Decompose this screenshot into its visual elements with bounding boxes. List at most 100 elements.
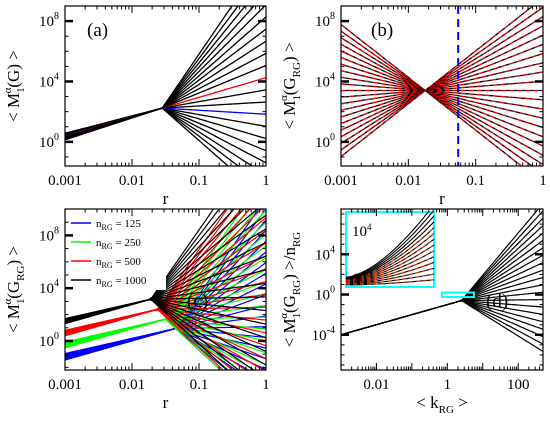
panel-label: (c)	[187, 291, 208, 312]
series-line-dashed	[341, 71, 543, 105]
series-line-dashed	[341, 25, 543, 138]
panel-label: (b)	[371, 20, 393, 41]
inset-series-dashed	[346, 238, 434, 282]
plot-area	[65, 6, 266, 166]
x-tick-label: 1	[262, 377, 270, 393]
inset-series-dashed	[346, 244, 434, 282]
panel-a: 0.001 0.01 0.1 1 100 104 108 r < M1α(G) > (a)	[2, 5, 270, 208]
series-line-dashed	[341, 6, 534, 158]
series-line-dashed	[341, 53, 543, 118]
y-tick-label: 10-4	[312, 325, 335, 344]
series-line	[65, 209, 228, 337]
series-line-dashed	[341, 6, 543, 151]
legend-entry: nRG = 125	[96, 218, 141, 232]
plot-area	[341, 6, 543, 166]
inset-series-dashed	[346, 279, 434, 286]
legend-entry: nRG = 1000	[96, 275, 147, 289]
x-axis-label: r	[439, 189, 445, 208]
y-axis-label: < M1α(GRG) >	[2, 246, 27, 333]
y-tick-label: 104	[39, 71, 59, 90]
legend-entry: nRG = 500	[96, 256, 141, 270]
series-line	[65, 6, 233, 141]
inset-series-dashed	[346, 273, 434, 285]
panel-label: (d)	[486, 291, 508, 312]
inset-series-line	[346, 212, 429, 278]
series-line-dashed	[341, 50, 543, 147]
x-tick-label: 0.1	[466, 173, 485, 189]
inset-series-dashed	[346, 227, 434, 281]
zoom-region-marker	[441, 291, 475, 299]
series-line-dashed	[341, 83, 543, 101]
panel-c: nRG = 125 nRG = 250 nRG = 500 nRG = 1000 0.0…	[2, 208, 270, 412]
x-tick-label: 1	[539, 173, 547, 189]
y-tick-label: 104	[315, 71, 335, 90]
panel-b: 0.001 0.01 0.1 1 100 104 108 r < M1α(GRG) > (b)	[278, 5, 547, 208]
plot-area	[341, 209, 543, 352]
series-line	[65, 107, 230, 166]
y-axis-label: < M1α(GRG) >	[278, 43, 303, 130]
series-line-dashed	[341, 76, 543, 110]
x-axis-label: r	[163, 189, 169, 208]
series-line-dashed	[341, 70, 543, 119]
x-tick-label: 1	[444, 377, 452, 393]
inset-series-dashed	[346, 250, 434, 283]
x-tick-label: 0.1	[190, 173, 209, 189]
y-axis-label: < M1α(G) >	[2, 50, 27, 122]
y-tick-label: 104	[315, 244, 335, 263]
x-tick-label: 0.001	[48, 377, 82, 393]
series-line	[341, 37, 543, 166]
series-line-dashed	[341, 63, 543, 129]
x-tick-label: 0.01	[363, 377, 389, 393]
inset-series-line	[346, 215, 434, 279]
y-tick-label: 108	[39, 225, 59, 244]
inset-y-tick-label: 104	[352, 222, 372, 240]
inset-series-dashed	[346, 267, 434, 285]
series-line-dashed	[341, 80, 543, 98]
plot-frame	[64, 208, 267, 371]
y-tick-label: 100	[39, 331, 59, 350]
plot-frame	[64, 5, 267, 167]
inset-series-line	[346, 221, 434, 280]
x-tick-label: 1	[262, 173, 270, 189]
y-tick-label: 100	[315, 285, 335, 304]
series-line	[341, 300, 543, 345]
y-tick-label: 108	[39, 11, 59, 30]
y-tick-label: 104	[39, 278, 59, 297]
series-line	[341, 209, 540, 336]
y-tick-label: 100	[315, 132, 335, 151]
series-line-dashed	[341, 30, 534, 166]
x-tick-label: 0.01	[119, 173, 145, 189]
x-tick-label: 100	[507, 377, 530, 393]
inset-series-line	[346, 212, 434, 279]
panel-label: (a)	[87, 20, 108, 41]
series-line-dashed	[341, 34, 543, 131]
x-tick-label: 0.01	[119, 377, 145, 393]
series-line	[65, 107, 266, 137]
x-tick-label: 0.001	[48, 173, 82, 189]
legend: nRG = 125 nRG = 250 nRG = 500 nRG = 1000	[66, 210, 166, 290]
x-axis-label: r	[163, 393, 169, 412]
inset-plot: 104 100	[345, 211, 435, 288]
series-line-dashed	[341, 62, 543, 111]
x-axis-label: < kRG >	[416, 393, 467, 416]
series-line	[65, 107, 266, 164]
plot-frame	[340, 5, 544, 167]
inset-series-dashed	[346, 256, 434, 284]
inset-y-tick-label: 100	[352, 269, 372, 287]
series-line	[65, 40, 266, 139]
inset-series-dashed	[346, 261, 434, 284]
y-axis-label: < M1α(GRG) >/nRG	[278, 232, 303, 348]
y-tick-label: 100	[39, 132, 59, 151]
y-tick-label: 108	[315, 11, 335, 30]
series-line-dashed	[341, 56, 543, 138]
inset-series-dashed	[346, 233, 434, 281]
x-tick-label: 0.01	[395, 173, 421, 189]
x-tick-label: 0.001	[324, 173, 358, 189]
legend-entry: nRG = 250	[96, 237, 141, 251]
series-line-dashed	[341, 43, 543, 156]
series-line	[341, 16, 543, 144]
x-tick-label: 0.1	[190, 377, 209, 393]
series-line-dashed	[341, 43, 543, 125]
series-line-dashed	[341, 24, 523, 166]
